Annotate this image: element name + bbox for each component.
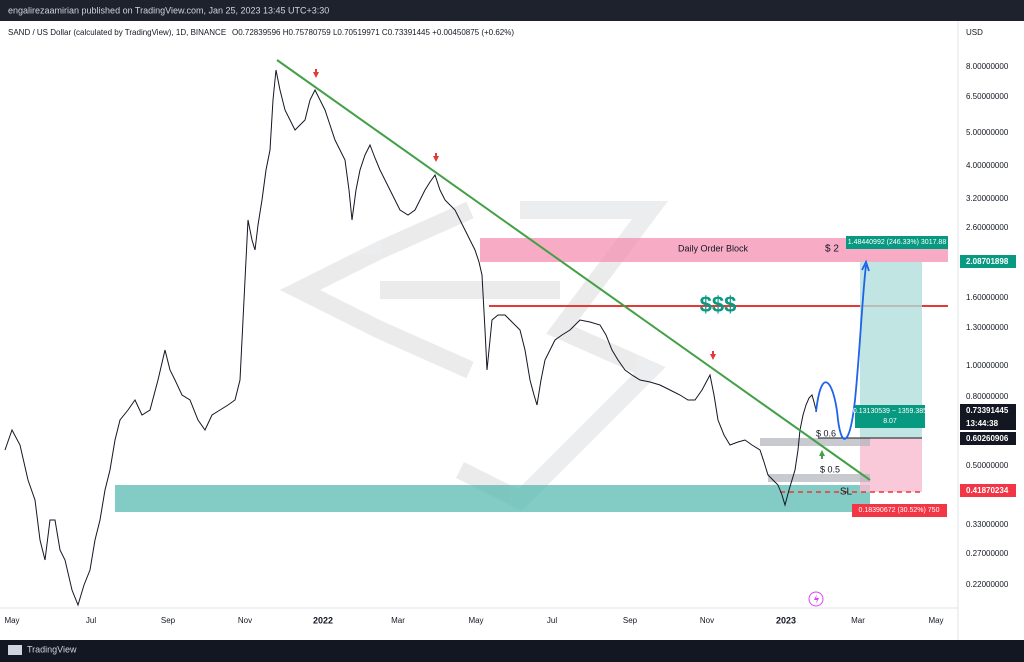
time-label: Mar [851, 616, 865, 625]
time-label: Jul [547, 616, 557, 625]
legend-symbol: SAND / US Dollar (calculated by TradingV… [8, 28, 226, 37]
price-label: 4.00000000 [966, 161, 1009, 170]
annotation: 1.48440992 (246.33%) 3017.88 [848, 239, 947, 246]
stop-area [860, 438, 922, 492]
bottom-bar [0, 640, 1024, 662]
price-tag-text: 0.73391445 [966, 406, 1009, 415]
annotation: $ 0.6 [816, 428, 836, 438]
top-bar [0, 0, 1024, 21]
time-label: Nov [238, 616, 252, 625]
annotation: $ 0.5 [820, 464, 840, 474]
annotation: $ 2 [825, 244, 839, 255]
target-box [846, 236, 948, 249]
price-tag-text: 13:44:38 [966, 419, 999, 428]
price-tag [960, 417, 1016, 430]
price-label: 1.00000000 [966, 361, 1009, 370]
ratio-box [855, 405, 925, 428]
price-tag-text: 2.08701898 [966, 257, 1009, 266]
price-tag-text: 0.41870234 [966, 486, 1009, 495]
annotation: 0.18390672 (30.52%) 750 [859, 507, 940, 514]
price-tag-text: 0.60260906 [966, 434, 1009, 443]
price-label: 8.00000000 [966, 62, 1009, 71]
price-label: 1.60000000 [966, 293, 1009, 302]
price-path [4, 69, 817, 607]
price-tag [960, 484, 1016, 497]
publisher: engalirezaamirian published on TradingVi… [8, 5, 329, 15]
trend-line [276, 59, 871, 481]
price-label: 3.20000000 [966, 194, 1009, 203]
price-tag [960, 255, 1016, 268]
time-label: Jul [86, 616, 96, 625]
projection-curve [815, 264, 867, 440]
projection-arrow [861, 259, 870, 272]
annotation: SL [840, 487, 853, 498]
price-label: 0.22000000 [966, 580, 1009, 589]
price-label: 0.27000000 [966, 549, 1009, 558]
time-label: Nov [700, 616, 714, 625]
price-tag [960, 432, 1016, 445]
time-label: Sep [161, 616, 176, 625]
annotation: 8.07 [883, 418, 897, 425]
time-label: May [4, 616, 19, 625]
arrow-marker [819, 450, 825, 459]
brand: TradingView [27, 644, 77, 654]
price-label: 5.00000000 [966, 128, 1009, 137]
demand-zone [115, 485, 870, 512]
price-label: 0.33000000 [966, 520, 1009, 529]
arrow-markers [313, 69, 716, 360]
price-label: 1.30000000 [966, 323, 1009, 332]
event-icon-bolt [814, 594, 819, 604]
currency: USD [966, 28, 983, 37]
annotation: 0.13130539 − 1359.385 [853, 408, 927, 415]
time-label: Sep [623, 616, 638, 625]
price-label: 0.50000000 [966, 461, 1009, 470]
stop-box [852, 504, 947, 517]
time-label: Mar [391, 616, 405, 625]
time-label: May [468, 616, 483, 625]
support-zone [768, 474, 870, 482]
price-tag [960, 404, 1016, 417]
price-label: 6.50000000 [966, 92, 1009, 101]
legend-ohlc: O0.72839596 H0.75780759 L0.70519971 C0.7… [232, 28, 514, 37]
price-label: 2.60000000 [966, 223, 1009, 232]
chart-area [0, 21, 1024, 640]
annotation: Daily Order Block [678, 243, 749, 253]
annotation: $$$ [700, 292, 737, 317]
brand-logo [8, 645, 22, 655]
time-label: 2023 [776, 615, 796, 625]
time-label: May [928, 616, 943, 625]
price-label: 0.80000000 [966, 392, 1009, 401]
time-label: 2022 [313, 615, 333, 625]
